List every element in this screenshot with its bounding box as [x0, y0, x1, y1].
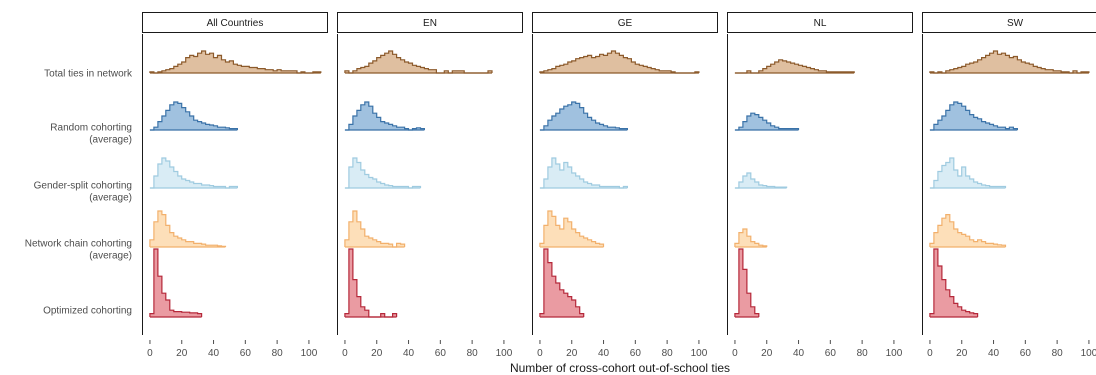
x-tick-label: 100 — [691, 348, 708, 359]
facet-strip-label: EN — [423, 18, 437, 29]
x-tick-label: 40 — [988, 348, 1000, 359]
x-tick-label: 0 — [732, 348, 738, 359]
facet-strip-box — [532, 12, 718, 33]
x-tick-label: 100 — [301, 348, 318, 359]
facet-strips: All Countries EN GE NL SW — [142, 12, 1096, 33]
x-tick-label: 40 — [208, 348, 220, 359]
row-label-optimized: Optimized cohorting — [43, 306, 132, 317]
histogram-ge-chain — [539, 210, 605, 247]
x-tick-label: 80 — [1052, 348, 1064, 359]
histogram-ge-optimized — [539, 248, 585, 317]
histogram-sw-gender — [929, 157, 1007, 189]
facet-strip-ge: GE — [532, 12, 718, 33]
panel-all — [142, 34, 322, 335]
histogram-sw-random — [929, 101, 1018, 131]
histogram-all-optimized — [149, 248, 203, 317]
x-tick-label: 80 — [467, 348, 479, 359]
x-tick-label: 100 — [1081, 348, 1096, 359]
x-axis-nl: 0 20 40 60 80 100 — [732, 340, 903, 359]
x-tick-label: 0 — [537, 348, 543, 359]
x-tick-label: 60 — [825, 348, 837, 359]
x-axis-all: 0 20 40 60 80 100 — [147, 340, 318, 359]
panel-ge — [532, 34, 700, 335]
histogram-ge-random — [539, 101, 628, 131]
x-tick-label: 80 — [272, 348, 284, 359]
histogram-all-total — [149, 50, 322, 74]
x-axis-sw: 0 20 40 60 80 100 — [927, 340, 1096, 359]
x-tick-label: 60 — [240, 348, 252, 359]
x-axes: 0 20 40 60 80 100 0 20 40 60 80 100 0 20 40 60 80 100 0 20 4… — [147, 340, 1096, 359]
facet-strip-label: NL — [814, 18, 827, 29]
facet-strip-label: GE — [618, 18, 633, 29]
histogram-all-gender — [149, 157, 238, 189]
row-label-gender: (average) — [89, 193, 132, 204]
facet-strip-box — [922, 12, 1096, 33]
histogram-en-chain — [344, 210, 406, 248]
histogram-all-random — [149, 101, 238, 131]
histogram-nl-chain — [734, 228, 768, 247]
histogram-ge-total — [539, 50, 700, 74]
x-tick-label: 20 — [176, 348, 188, 359]
x-tick-label: 20 — [761, 348, 773, 359]
x-tick-label: 0 — [927, 348, 933, 359]
facet-strip-box — [337, 12, 523, 33]
panel-en — [337, 34, 493, 335]
row-label-random: (average) — [89, 135, 132, 146]
facet-strip-label: All Countries — [207, 18, 264, 29]
x-axis-label: Number of cross-cohort out-of-school tie… — [510, 361, 730, 375]
x-tick-label: 40 — [403, 348, 415, 359]
x-tick-label: 20 — [956, 348, 968, 359]
histogram-sw-total — [929, 50, 1090, 74]
histogram-nl-random — [734, 112, 800, 131]
x-tick-label: 40 — [793, 348, 805, 359]
x-tick-label: 60 — [630, 348, 642, 359]
facet-strip-all: All Countries — [142, 12, 328, 33]
facet-strip-sw: SW — [922, 12, 1096, 33]
row-label-gender: Gender-split cohorting — [34, 181, 132, 192]
facet-strip-label: SW — [1007, 18, 1024, 29]
histogram-nl-optimized — [734, 248, 760, 317]
x-tick-label: 40 — [598, 348, 610, 359]
facet-strip-nl: NL — [727, 12, 913, 33]
histogram-nl-total — [734, 59, 855, 74]
x-tick-label: 20 — [566, 348, 578, 359]
panel-nl — [727, 34, 855, 335]
row-label-random: Random cohorting — [50, 123, 132, 134]
x-tick-label: 60 — [435, 348, 447, 359]
x-tick-label: 100 — [496, 348, 513, 359]
row-label-total: Total ties in network — [44, 69, 133, 80]
histogram-en-gender — [344, 157, 422, 189]
facet-panels — [142, 34, 1090, 335]
x-tick-label: 20 — [371, 348, 383, 359]
facet-strip-en: EN — [337, 12, 523, 33]
histogram-en-random — [344, 101, 425, 131]
histogram-all-chain — [149, 210, 227, 247]
histogram-en-total — [344, 50, 493, 74]
x-tick-label: 80 — [662, 348, 674, 359]
panel-sw — [922, 34, 1090, 335]
x-axis-en: 0 20 40 60 80 100 — [342, 340, 513, 359]
x-tick-label: 0 — [342, 348, 348, 359]
histogram-nl-gender — [734, 172, 788, 189]
row-label-chain: (average) — [89, 251, 132, 262]
histogram-en-optimized — [344, 248, 398, 318]
histogram-ge-gender — [539, 157, 628, 189]
x-tick-label: 60 — [1020, 348, 1032, 359]
x-tick-label: 80 — [857, 348, 869, 359]
histogram-sw-optimized — [929, 248, 979, 317]
x-tick-label: 100 — [886, 348, 903, 359]
facet-strip-box — [142, 12, 328, 33]
x-tick-label: 0 — [147, 348, 153, 359]
histogram-sw-chain — [929, 214, 1007, 247]
row-label-chain: Network chain cohorting — [25, 239, 132, 250]
x-axis-ge: 0 20 40 60 80 100 — [537, 340, 708, 359]
facet-strip-box — [727, 12, 913, 33]
